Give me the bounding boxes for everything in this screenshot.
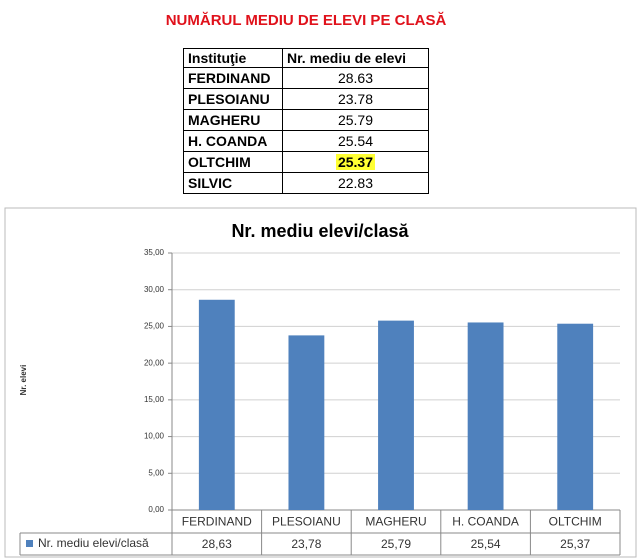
bar [198,299,235,510]
x-tick-label: PLESOIANU [272,515,341,529]
x-tick-label: MAGHERU [365,515,426,529]
bar [378,320,414,510]
bar [467,322,504,510]
legend-key [26,540,33,547]
row: PLESOIANU 23.78 [183,88,429,110]
y-tick-label: 10,00 [144,432,165,441]
data-label: 25,54 [471,537,501,551]
document-title: NUMĂRUL MEDIU DE ELEVI PE CLASĂ [165,12,447,29]
cell: FERDINAND [183,67,283,89]
y-tick-label: 15,00 [144,395,165,404]
header-row: Instituţie Nr. mediu de elevi [183,48,429,68]
row: SILVIC 22.83 [183,172,429,194]
bar [557,323,594,510]
chart-title: Nr. mediu elevi/clasă [231,221,409,241]
legend-label: Nr. mediu elevi/clasă [38,536,149,550]
data-label: 23,78 [291,537,321,551]
cell: 25.79 [282,109,429,131]
data-label: 28,63 [202,537,232,551]
header-cell: Nr. mediu de elevi [282,48,429,68]
y-tick-label: 25,00 [144,322,165,331]
bar [288,335,325,510]
y-tick-label: 20,00 [144,358,165,367]
cell: 23.78 [282,88,429,110]
y-axis-label: Nr. elevi [19,365,28,396]
cell: H. COANDA [183,130,283,152]
data-table: Instituţie Nr. mediu de elevi FERDINAND 28… [183,48,429,194]
cell: SILVIC [183,172,283,194]
y-tick-label: 0,00 [148,505,164,514]
x-tick-label: H. COANDA [452,515,519,529]
highlighted-value: 25.37 [335,154,376,170]
y-tick-label: 30,00 [144,285,165,294]
y-tick-label: 35,00 [144,248,165,257]
x-tick-label: OLTCHIM [549,515,602,529]
data-label: 25,37 [560,537,590,551]
y-tick-label: 5,00 [148,468,164,477]
x-tick-label: FERDINAND [182,515,252,529]
row: H. COANDA 25.54 [183,130,429,152]
data-label: 25,79 [381,537,411,551]
cell: 22.83 [282,172,429,194]
